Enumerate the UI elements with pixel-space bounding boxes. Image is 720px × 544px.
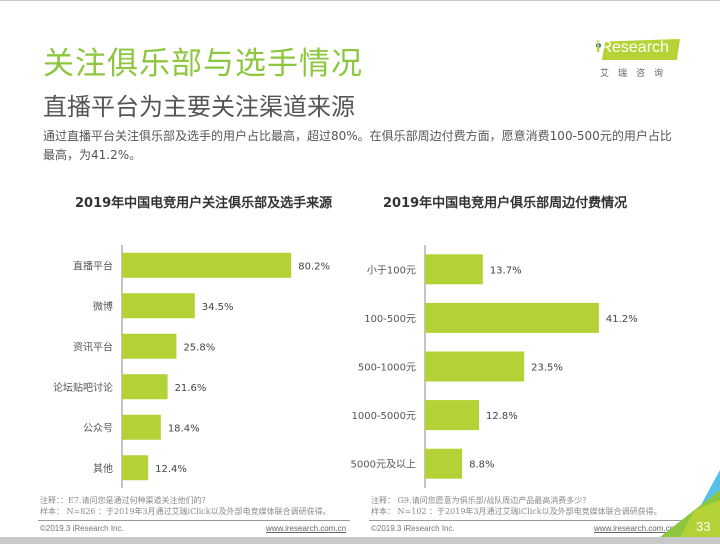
website-link-left[interactable]: www.iresearch.com.cn bbox=[266, 524, 347, 533]
bar-4 bbox=[122, 414, 161, 440]
chart-title-spending: 2019年中国电竞用户俱乐部周边付费情况 bbox=[383, 196, 628, 211]
value-label-2: 23.5% bbox=[531, 363, 563, 374]
website-link-right[interactable]: www.iresearch.com.cn bbox=[594, 524, 675, 533]
category-label-0: 直播平台 bbox=[73, 259, 113, 272]
value-label-0: 13.7% bbox=[490, 265, 522, 276]
value-label-2: 25.8% bbox=[183, 342, 215, 353]
bar-3 bbox=[122, 374, 168, 400]
bar-1 bbox=[425, 302, 599, 333]
bar-2 bbox=[425, 351, 525, 382]
category-label-1: 100-500元 bbox=[364, 314, 416, 325]
logo-banner bbox=[602, 39, 680, 60]
footnote-left-sample: 样本： N=826 ：于2019年3月通过艾瑞iClick以及外部电竞媒体联合调… bbox=[40, 507, 331, 516]
footnote-right-sample: 样本： N=102 ：于2019年3月通过艾瑞iClick以及外部电竞媒体联合调… bbox=[371, 507, 662, 516]
bar-0 bbox=[425, 254, 483, 285]
logo-chinese: 艾瑞咨询 bbox=[600, 69, 673, 79]
value-label-3: 21.6% bbox=[175, 383, 207, 394]
footer-right-divider bbox=[369, 520, 681, 521]
bottom-bar bbox=[0, 537, 720, 544]
footnote-right: 注释： G9.请问您愿意为俱乐部/战队周边产品最高消费多少？ 样本： N=102… bbox=[371, 495, 662, 517]
bar-5 bbox=[122, 455, 149, 481]
value-label-1: 41.2% bbox=[606, 314, 638, 325]
logo-dot-icon bbox=[596, 43, 601, 48]
footnote-right-note: 注释： G9.请问您愿意为俱乐部/战队周边产品最高消费多少？ bbox=[371, 496, 591, 505]
category-label-2: 500-1000元 bbox=[358, 363, 416, 374]
copyright-left: ©2019.3 iResearch Inc. bbox=[40, 524, 124, 533]
value-label-1: 34.5% bbox=[202, 302, 234, 313]
logo-word: Research bbox=[600, 39, 669, 56]
bar-3 bbox=[425, 400, 480, 431]
footnote-left-note: 注释：：E7.请问您是通过何种渠道关注他们的？ bbox=[40, 496, 210, 505]
value-label-0: 80.2% bbox=[298, 261, 330, 272]
value-label-4: 18.4% bbox=[168, 423, 200, 434]
bar-0 bbox=[122, 252, 292, 278]
logo-i: i bbox=[596, 39, 601, 56]
top-divider bbox=[0, 0, 720, 1]
value-label-4: 8.8% bbox=[469, 460, 494, 471]
page-number: 33 bbox=[696, 519, 711, 534]
corner-lime-shape bbox=[680, 500, 720, 537]
chart-title-sources: 2019年中国电竞用户关注俱乐部及选手来源 bbox=[75, 196, 333, 211]
category-label-1: 微博 bbox=[93, 300, 113, 313]
iresearch-logo: iResearch 艾瑞咨询 bbox=[588, 36, 688, 79]
category-label-2: 资讯平台 bbox=[73, 340, 113, 353]
page-subtitle: 直播平台为主要关注渠道来源 bbox=[43, 93, 355, 121]
chart-merch-spending: 小于100元 13.7% 100-500元 41.2% 500-1000元 23.5% 10… bbox=[351, 245, 638, 488]
footer-left-divider bbox=[38, 520, 350, 521]
page-title: 关注俱乐部与选手情况 bbox=[43, 46, 363, 82]
bar-2 bbox=[122, 333, 177, 359]
category-label-4: 公众号 bbox=[83, 422, 113, 434]
copyright-right: ©2019.3 iResearch Inc. bbox=[371, 524, 455, 533]
category-label-3: 论坛贴吧讨论 bbox=[53, 381, 113, 394]
summary-text: 通过直播平台关注俱乐部及选手的用户占比最高，超过80%。在俱乐部周边付费方面，愿… bbox=[43, 129, 672, 162]
category-label-3: 1000-5000元 bbox=[351, 411, 416, 422]
logo-text: iResearch bbox=[596, 39, 669, 57]
bar-4 bbox=[425, 448, 463, 479]
footnote-left: 注释：：E7.请问您是通过何种渠道关注他们的？ 样本： N=826 ：于2019… bbox=[40, 495, 331, 517]
value-label-3: 12.8% bbox=[486, 411, 518, 422]
chart-follow-sources: 直播平台 80.2% 微博 34.5% 资讯平台 25.8% 论坛贴吧讨论 21.6% 公众号 1… bbox=[53, 245, 330, 488]
corner-decoration bbox=[660, 470, 720, 537]
category-label-0: 小于100元 bbox=[367, 264, 416, 276]
value-label-5: 12.4% bbox=[155, 464, 187, 475]
category-label-5: 其他 bbox=[93, 462, 113, 475]
bar-1 bbox=[122, 293, 195, 319]
category-label-4: 5000元及以上 bbox=[351, 459, 416, 471]
